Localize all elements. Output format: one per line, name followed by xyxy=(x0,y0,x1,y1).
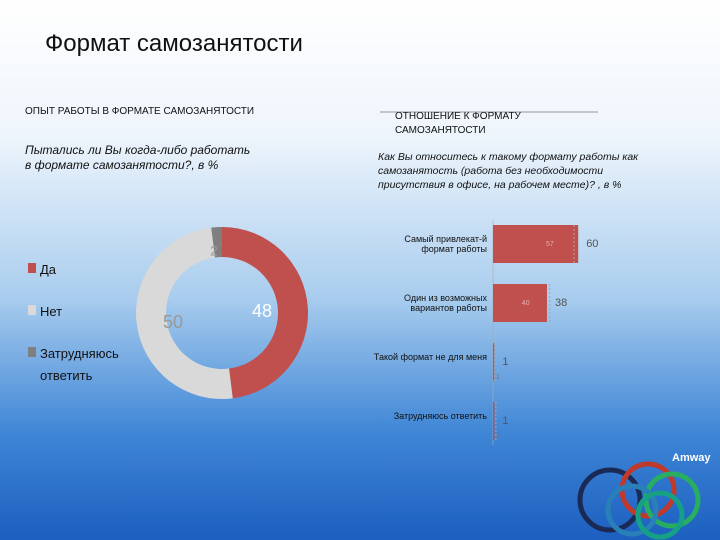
data-label: 1 xyxy=(502,415,508,427)
legend-swatch xyxy=(28,347,36,357)
category-label: Самый привлекат-й формат работы xyxy=(404,234,487,254)
data-label: 38 xyxy=(555,297,567,309)
legend-swatch xyxy=(28,263,36,273)
right-question: Как Вы относитесь к такому формату работ… xyxy=(378,151,639,191)
comparison-label: 40 xyxy=(522,300,530,307)
logo-text: Amway xyxy=(672,452,711,464)
data-label: 48 xyxy=(252,301,272,321)
donut-segment xyxy=(222,227,308,399)
comparison-label: 2 xyxy=(496,433,500,440)
left-heading: ОПЫТ РАБОТЫ В ФОРМАТЕ САМОЗАНЯТОСТИ xyxy=(25,106,255,117)
category-label: Один из возможных вариантов работы xyxy=(404,293,487,313)
legend-swatch xyxy=(28,305,36,315)
bar xyxy=(493,225,579,263)
data-label: 50 xyxy=(163,312,183,332)
legend-label: Затрудняюсь ответить xyxy=(40,346,119,383)
slide-title: Формат самозанятости xyxy=(45,30,303,57)
comparison-label: 57 xyxy=(546,241,554,248)
bar xyxy=(493,402,495,440)
category-label: Такой формат не для меня xyxy=(373,352,487,362)
data-label: 1 xyxy=(502,356,508,368)
category-label: Затрудняюсь ответить xyxy=(393,411,487,421)
legend-label: Нет xyxy=(40,304,63,319)
bar xyxy=(493,343,495,381)
left-question: Пытались ли Вы когда-либо работать в фор… xyxy=(25,143,251,172)
legend-label: Да xyxy=(40,262,57,277)
bar xyxy=(493,284,547,322)
logo-rings xyxy=(577,461,701,540)
donut-segment xyxy=(211,227,222,258)
comparison-label: 1 xyxy=(496,374,500,381)
donut-segment xyxy=(136,227,233,399)
data-label: 2 xyxy=(210,243,218,259)
data-label: 60 xyxy=(586,238,598,250)
right-heading: ОТНОШЕНИЕ К ФОРМАТУ САМОЗАНЯТОСТИ xyxy=(395,111,521,136)
